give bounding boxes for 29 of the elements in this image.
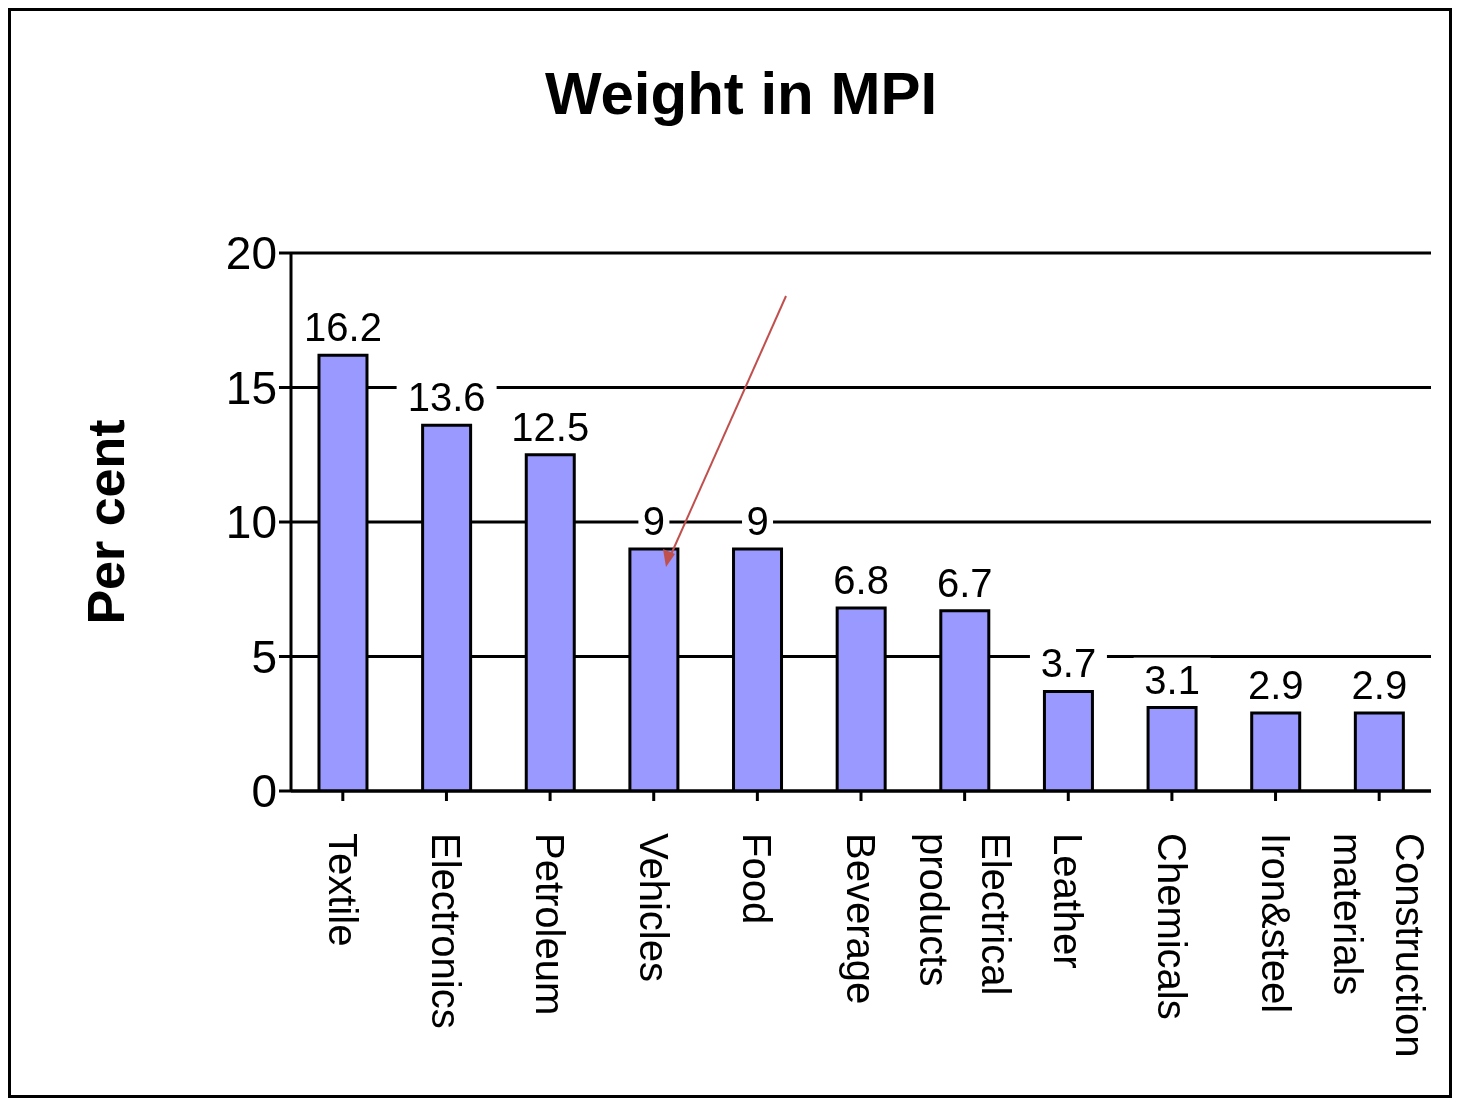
y-axis-title: Per cent — [77, 419, 136, 625]
data-label: 9 — [642, 498, 666, 543]
x-tick-label: Petroleum — [528, 833, 573, 1016]
x-tick-label: Food — [735, 833, 780, 925]
x-tick-label: Electrical products — [911, 833, 1018, 996]
data-label: 3.7 — [1040, 641, 1097, 686]
y-tick-label: 5 — [251, 630, 277, 683]
data-label: 9 — [746, 498, 769, 543]
data-label: 12.5 — [511, 404, 590, 449]
x-tick-label: Beverage — [839, 833, 883, 1005]
data-label: 6.7 — [937, 560, 993, 605]
x-tick-label: Chemicals — [1149, 833, 1194, 1020]
x-tick-label: Leather — [1046, 833, 1091, 969]
y-tick-label: 15 — [225, 361, 277, 414]
data-label: 2.9 — [1351, 662, 1408, 707]
data-label: 6.8 — [833, 558, 889, 603]
data-label: 2.9 — [1247, 662, 1304, 707]
data-label: 16.2 — [304, 305, 382, 350]
data-label: 13.6 — [407, 375, 486, 420]
x-tick-label: Iron&steel — [1253, 833, 1298, 1014]
x-tick-label: Textile — [320, 833, 365, 947]
x-tick-label: Vehicles — [631, 833, 676, 982]
x-tick-label: Electronics — [424, 833, 469, 1029]
y-tick-label: 20 — [225, 227, 277, 280]
y-tick-label: 10 — [225, 496, 277, 549]
y-tick-label: 0 — [251, 765, 277, 818]
chart-title: Weight in MPI — [543, 59, 939, 128]
x-tick-label: Construction materials — [1326, 833, 1433, 1058]
data-label: 3.1 — [1144, 657, 1200, 702]
